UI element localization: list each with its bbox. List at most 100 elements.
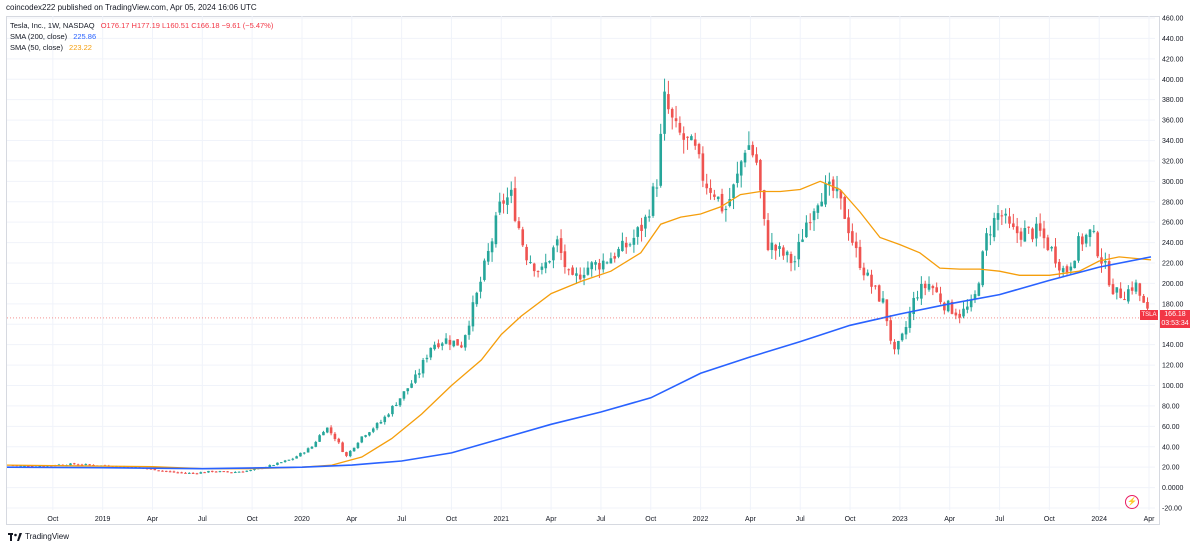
y-tick-label: 440.00 xyxy=(1162,36,1184,43)
candle-body xyxy=(1031,228,1034,240)
bar-countdown: 03:53:34 xyxy=(1161,320,1189,327)
y-tick-label: 180.00 xyxy=(1162,301,1184,308)
x-tick-label: Oct xyxy=(1044,516,1055,523)
y-tick-label: 60.00 xyxy=(1162,424,1180,431)
candle-body xyxy=(847,217,850,234)
sma50-line xyxy=(6,180,1152,470)
candle-body xyxy=(973,294,977,299)
candle-body xyxy=(755,154,758,163)
candle-body xyxy=(38,465,42,467)
candle-body xyxy=(605,262,609,264)
candle-body xyxy=(394,404,398,406)
candle-body xyxy=(874,285,877,287)
candle-body xyxy=(214,471,218,473)
candle-body xyxy=(540,266,544,270)
candle-body xyxy=(210,470,214,472)
candle-body xyxy=(663,91,666,134)
candle-body xyxy=(509,189,513,196)
candle-body xyxy=(766,220,770,251)
tradingview-logo[interactable]: TradingView xyxy=(8,532,69,541)
sma200-label: SMA (200, close) xyxy=(10,32,68,41)
x-tick-label: Apr xyxy=(346,516,358,523)
candle-body xyxy=(460,345,463,348)
candle-body xyxy=(655,187,659,189)
candle-body xyxy=(471,302,475,327)
candle-body xyxy=(548,261,551,263)
candle-body xyxy=(525,246,528,261)
candle-body xyxy=(578,274,582,280)
candle-body xyxy=(644,216,647,229)
candle-body xyxy=(161,470,164,472)
y-tick-label: -20.00 xyxy=(1162,506,1182,513)
candle-body xyxy=(398,398,402,406)
candle-body xyxy=(632,237,636,245)
x-tick-label: Oct xyxy=(845,516,856,523)
candle-body xyxy=(379,421,383,424)
y-tick-label: 220.00 xyxy=(1162,261,1184,268)
candle-body xyxy=(805,222,808,238)
sma50-value: 223.22 xyxy=(69,43,92,52)
candle-body xyxy=(283,460,287,463)
x-tick-label: Apr xyxy=(944,516,956,523)
y-tick-label: 420.00 xyxy=(1162,56,1184,63)
y-tick-label: 120.00 xyxy=(1162,363,1184,370)
y-tick-label: 360.00 xyxy=(1162,118,1184,125)
x-tick-label: Jul xyxy=(596,516,605,523)
candle-body xyxy=(475,292,479,305)
candle-body xyxy=(195,473,199,475)
candle-body xyxy=(253,469,256,471)
candle-body xyxy=(272,465,275,467)
candle-body xyxy=(1104,261,1107,263)
candle-body xyxy=(149,468,153,470)
candle-body xyxy=(893,341,896,350)
candle-body xyxy=(1046,237,1050,250)
header-bar: coincodex222 published on TradingView.co… xyxy=(0,0,1200,16)
lightning-icon[interactable]: ⚡ xyxy=(1125,495,1139,509)
candle-body xyxy=(866,272,869,276)
candle-body xyxy=(659,133,663,186)
candle-body xyxy=(69,463,72,466)
candle-body xyxy=(636,227,640,237)
candle-body xyxy=(1027,226,1030,228)
candle-body xyxy=(168,471,172,473)
candle-body xyxy=(992,218,996,238)
candle-body xyxy=(310,446,314,449)
candle-body xyxy=(670,108,674,118)
candle-body xyxy=(1123,299,1126,301)
candle-body xyxy=(1092,230,1096,232)
candle-body xyxy=(356,442,360,448)
candle-body xyxy=(751,144,755,156)
candle-body xyxy=(191,472,195,474)
candle-body xyxy=(402,391,406,399)
y-tick-label: 140.00 xyxy=(1162,342,1184,349)
candle-body xyxy=(73,463,76,465)
candle-body xyxy=(187,472,191,474)
last-price: 166.18 xyxy=(1164,311,1186,318)
candle-body xyxy=(778,246,781,249)
y-tick-label: 300.00 xyxy=(1162,179,1184,186)
candle-body xyxy=(371,428,375,432)
candle-body xyxy=(617,248,620,257)
candle-body xyxy=(843,196,846,219)
candle-body xyxy=(498,201,502,213)
candle-body xyxy=(1111,284,1115,295)
candle-body xyxy=(544,262,548,269)
x-tick-label: Jul xyxy=(995,516,1004,523)
candle-body xyxy=(981,251,984,286)
candle-body xyxy=(1088,229,1092,238)
y-tick-label: 380.00 xyxy=(1162,97,1184,104)
candle-body xyxy=(153,468,157,471)
candle-body xyxy=(559,238,563,254)
candle-body xyxy=(870,274,873,287)
candle-body xyxy=(812,211,816,221)
candle-body xyxy=(977,283,981,296)
candle-body xyxy=(490,241,494,253)
y-tick-label: 320.00 xyxy=(1162,158,1184,165)
candle-body xyxy=(701,153,705,181)
candle-body xyxy=(728,199,732,206)
candle-body xyxy=(931,286,935,289)
candle-body xyxy=(425,357,429,360)
candle-body xyxy=(732,184,735,198)
candle-body xyxy=(172,471,176,473)
